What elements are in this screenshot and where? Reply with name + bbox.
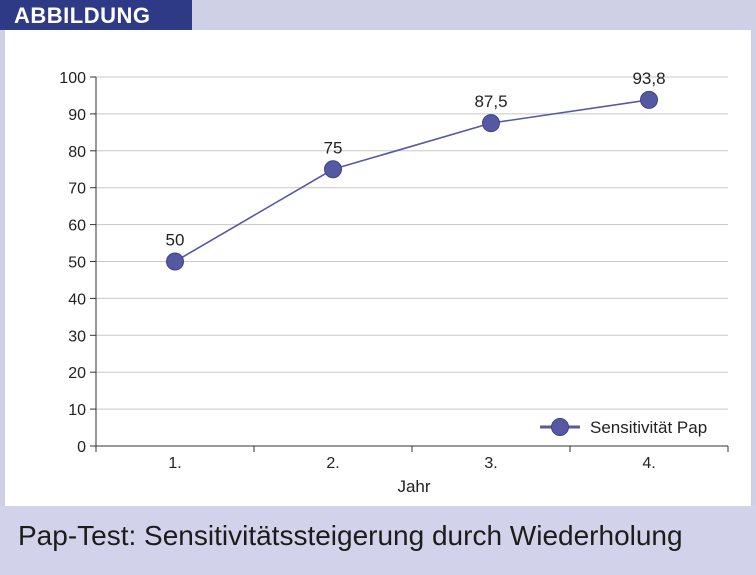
y-tick-label: 20 xyxy=(68,365,86,382)
data-label: 93,8 xyxy=(632,69,665,88)
data-point xyxy=(166,252,184,271)
data-label: 75 xyxy=(324,138,343,157)
legend: Sensitivität Pap xyxy=(540,418,707,437)
x-tick-label: 2. xyxy=(326,455,339,472)
y-tick-label: 70 xyxy=(68,181,86,198)
y-tick-label: 0 xyxy=(77,439,86,456)
data-point xyxy=(640,90,658,109)
figure-badge: ABBILDUNG xyxy=(0,0,192,30)
figure-caption: Pap-Test: Sensitivitätssteigerung durch … xyxy=(18,520,683,551)
y-tick-label: 50 xyxy=(68,255,86,272)
y-tick-label: 10 xyxy=(68,402,86,419)
x-tick-label: 1. xyxy=(168,455,181,472)
x-tick-label: 3. xyxy=(484,455,497,472)
series-sensitivitaet-pap xyxy=(166,90,658,271)
x-axis: 1. 2. 3. 4. xyxy=(95,445,729,472)
legend-marker xyxy=(551,418,569,436)
data-point xyxy=(324,160,342,179)
y-tick-label: 100 xyxy=(59,70,86,87)
x-tick-label: 4. xyxy=(642,455,655,472)
data-label: 50 xyxy=(166,231,185,250)
grid-lines xyxy=(96,76,728,410)
data-labels: 50 75 87,5 93,8 xyxy=(166,69,666,250)
x-axis-title: Jahr xyxy=(397,477,430,496)
line-chart: 0 10 20 30 40 50 60 70 80 90 100 1. 2. 3. 4. 50 75 87,5… xyxy=(59,69,729,496)
y-axis: 0 10 20 30 40 50 60 70 80 90 100 xyxy=(59,70,97,456)
data-label: 87,5 xyxy=(474,92,507,111)
y-tick-label: 30 xyxy=(68,328,86,345)
data-point xyxy=(482,114,500,133)
y-tick-label: 80 xyxy=(68,144,86,161)
series-line xyxy=(174,99,650,263)
legend-label: Sensitivität Pap xyxy=(590,418,707,437)
y-tick-label: 40 xyxy=(68,291,86,308)
y-tick-label: 90 xyxy=(68,107,86,124)
caption-bar xyxy=(0,506,756,575)
y-tick-label: 60 xyxy=(68,218,86,235)
chart-panel xyxy=(5,30,751,506)
